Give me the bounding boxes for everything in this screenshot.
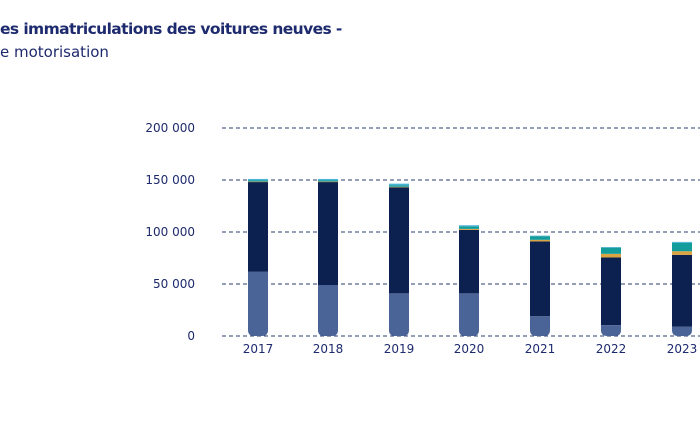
bar-segment [459,229,479,294]
x-tick-label: 2018 [313,342,344,356]
bar-segment [318,181,338,183]
bar-segment [389,293,409,336]
bar-segment [601,253,621,258]
bar-segment [601,247,621,248]
x-tick-label: 2023 [667,342,698,356]
x-tick-label: 2019 [384,342,415,356]
y-tick-label: 50 000 [153,277,195,291]
bar-segment [459,293,479,336]
bar-segment [530,239,550,242]
bar-segment [530,235,550,237]
bar-segment [459,228,479,230]
x-tick-label: 2021 [525,342,556,356]
bar-segment [318,285,338,336]
bar-segment [459,225,479,227]
bar-segment [672,326,692,336]
bar-segment [248,181,268,183]
bar-segment [389,185,409,187]
x-tick-label: 2020 [454,342,485,356]
bar-segment [530,236,550,240]
x-tick-label: 2022 [596,342,627,356]
bar-segment [318,182,338,286]
chart-subtitle: e motorisation [0,43,109,61]
bar-segment [530,241,550,317]
bar-segment [601,247,621,254]
bar-segment [459,226,479,229]
bar-segment [248,182,268,272]
bar-segment [318,180,338,182]
bar-segment [530,316,550,336]
bar-segment [389,183,409,186]
y-tick-label: 0 [187,329,195,343]
bar-segment [248,180,268,182]
y-tick-label: 200 000 [145,121,195,135]
bar-segment [672,251,692,255]
bar-segment [389,187,409,294]
bar-segment [389,186,409,188]
bar-segment [672,242,692,252]
y-tick-label: 100 000 [145,225,195,239]
bar-segment [672,254,692,327]
y-tick-label: 150 000 [145,173,195,187]
bar-segment [601,257,621,326]
bar-segment [601,325,621,336]
bar-segment [248,178,268,181]
bar-segment [248,271,268,336]
bar-segment [318,178,338,181]
chart-title: es immatriculations des voitures neuves … [0,20,342,38]
bar-segment [672,241,692,243]
x-tick-label: 2017 [243,342,274,356]
